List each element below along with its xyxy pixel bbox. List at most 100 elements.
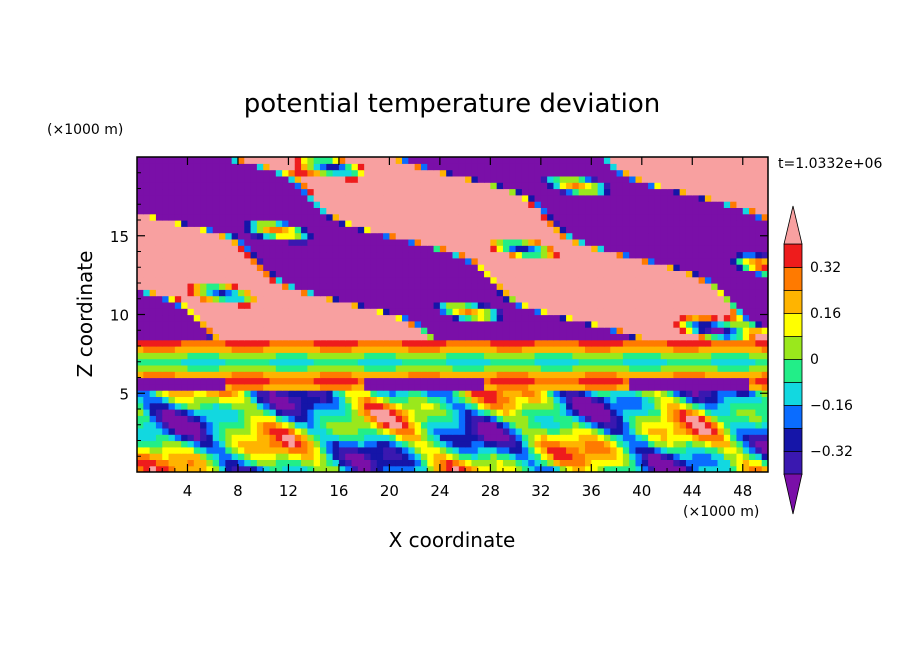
heatmap-cell (389, 415, 397, 423)
heatmap-cell (749, 371, 756, 379)
heatmap-cell (294, 194, 302, 202)
heatmap-cell (471, 276, 479, 284)
heatmap-cell (452, 226, 460, 234)
heatmap-cell (351, 194, 359, 202)
heatmap-cell (439, 207, 447, 215)
heatmap-cell (370, 333, 378, 341)
heatmap-cell (225, 251, 233, 259)
heatmap-cell (660, 220, 668, 227)
heatmap-cell (597, 352, 605, 360)
heatmap-cell (704, 339, 712, 347)
heatmap-cell (439, 346, 447, 353)
heatmap-cell (521, 440, 529, 448)
heatmap-cell (231, 402, 239, 410)
heatmap-cell (641, 238, 649, 246)
heatmap-cell (338, 245, 346, 253)
heatmap-cell (528, 320, 536, 328)
heatmap-cell (610, 440, 618, 448)
heatmap-cell (402, 465, 409, 472)
heatmap-cell (704, 320, 712, 328)
heatmap-cell (193, 396, 201, 404)
heatmap-cell (174, 270, 182, 278)
heatmap-cell (313, 238, 321, 246)
heatmap-cell (420, 383, 428, 391)
heatmap-cell (755, 270, 763, 278)
heatmap-cell (484, 157, 491, 164)
heatmap-cell (502, 238, 510, 246)
heatmap-cell (212, 213, 220, 221)
heatmap-cell (673, 295, 681, 303)
heatmap-cell (502, 308, 510, 316)
heatmap-cell (477, 188, 485, 196)
heatmap-cell (547, 396, 555, 404)
heatmap-cell (641, 226, 649, 234)
heatmap-cell (319, 402, 327, 410)
heatmap-cell (679, 157, 687, 164)
heatmap-cell (471, 295, 479, 303)
heatmap-cell (654, 169, 662, 177)
heatmap-cell (282, 270, 290, 278)
heatmap-cell (755, 182, 763, 190)
heatmap-cell (736, 358, 744, 366)
heatmap-cell (282, 440, 290, 448)
heatmap-cell (364, 465, 372, 472)
heatmap-cell (143, 358, 151, 366)
heatmap-cell (711, 251, 719, 259)
heatmap-cell (521, 201, 529, 208)
heatmap-cell (364, 453, 372, 460)
heatmap-cell (704, 434, 712, 442)
heatmap-cell (585, 327, 592, 334)
heatmap-cell (559, 434, 567, 442)
heatmap-cell (711, 289, 719, 297)
heatmap-cell (351, 377, 359, 385)
heatmap-cell (389, 352, 397, 360)
heatmap-cell (301, 421, 308, 429)
heatmap-cell (395, 427, 403, 435)
heatmap-cell (250, 415, 258, 423)
heatmap-cell (597, 383, 605, 391)
heatmap-cell (269, 459, 277, 467)
heatmap-cell (212, 188, 220, 196)
heatmap-cell (654, 371, 662, 379)
heatmap-cell (578, 446, 586, 454)
heatmap-cell (143, 201, 151, 208)
heatmap-cell (458, 327, 466, 334)
heatmap-cell (351, 440, 359, 448)
heatmap-cell (572, 371, 580, 379)
heatmap-cell (427, 295, 435, 303)
heatmap-cell (692, 157, 700, 164)
heatmap-cell (585, 358, 592, 366)
heatmap-cell (622, 459, 630, 467)
heatmap-cell (616, 402, 624, 410)
heatmap-cell (376, 182, 384, 190)
heatmap-cell (269, 396, 277, 404)
heatmap-cell (269, 289, 277, 297)
heatmap-cell (193, 251, 201, 259)
heatmap-cell (319, 213, 327, 221)
heatmap-cell (717, 465, 725, 472)
heatmap-cell (193, 295, 201, 303)
heatmap-cell (370, 446, 378, 454)
heatmap-cell (174, 226, 182, 234)
heatmap-cell (742, 264, 750, 271)
heatmap-cell (673, 163, 681, 171)
heatmap-cell (414, 377, 422, 385)
heatmap-cell (288, 157, 296, 164)
heatmap-cell (263, 238, 271, 246)
heatmap-cell (610, 264, 618, 271)
heatmap-cell (237, 465, 245, 472)
heatmap-cell (414, 175, 422, 183)
heatmap-cell (206, 245, 214, 253)
heatmap-cell (212, 220, 220, 227)
heatmap-cell (717, 213, 725, 221)
heatmap-cell (313, 157, 321, 164)
heatmap-cell (591, 465, 599, 472)
heatmap-cell (673, 377, 681, 385)
heatmap-cell (471, 283, 479, 290)
heatmap-cell (137, 308, 144, 316)
heatmap-cell (307, 163, 315, 171)
heatmap-cell (698, 226, 706, 234)
heatmap-cell (326, 314, 334, 322)
heatmap-cell (667, 264, 674, 271)
heatmap-cell (622, 289, 630, 297)
